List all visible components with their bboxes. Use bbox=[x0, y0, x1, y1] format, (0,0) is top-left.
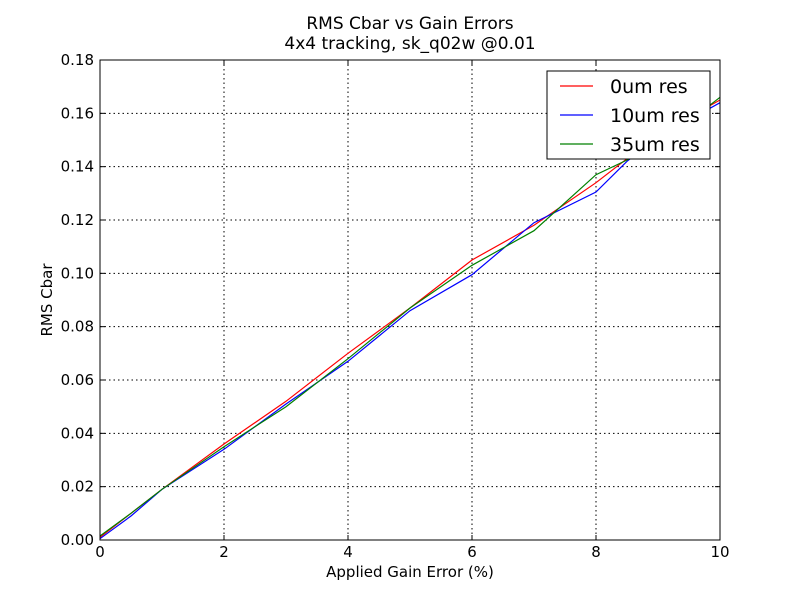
axis-ticks bbox=[99, 59, 721, 541]
y-tick-label: 0.16 bbox=[61, 104, 94, 122]
plot-frame bbox=[99, 59, 721, 541]
x-axis-label: Applied Gain Error (%) bbox=[326, 563, 494, 581]
y-tick-label: 0.18 bbox=[61, 51, 94, 69]
series-line-35um-res bbox=[99, 96, 721, 537]
y-tick-label: 0.10 bbox=[61, 264, 94, 282]
legend: 0um res 10um res 35um res bbox=[546, 70, 711, 160]
y-tick-label: 0.12 bbox=[61, 211, 94, 229]
chart-title: RMS Cbar vs Gain Errors bbox=[306, 14, 513, 34]
legend-label-10um-res: 10um res bbox=[610, 105, 700, 127]
y-tick-labels: 0.00 0.02 0.04 0.06 0.08 0.10 0.12 0.14 0.16 0.18 bbox=[61, 51, 94, 549]
x-tick-labels: 0 2 4 6 8 10 bbox=[95, 543, 729, 561]
gridlines bbox=[100, 60, 720, 540]
x-tick-label: 2 bbox=[219, 543, 229, 561]
legend-label-35um-res: 35um res bbox=[610, 134, 700, 156]
y-tick-label: 0.14 bbox=[61, 158, 94, 176]
x-tick-label: 6 bbox=[467, 543, 477, 561]
x-tick-label: 4 bbox=[343, 543, 353, 561]
y-axis-label: RMS Cbar bbox=[38, 263, 56, 337]
y-tick-label: 0.02 bbox=[61, 478, 94, 496]
x-tick-label: 8 bbox=[591, 543, 601, 561]
y-tick-label: 0.00 bbox=[61, 531, 94, 549]
x-tick-label: 0 bbox=[95, 543, 105, 561]
y-tick-label: 0.08 bbox=[61, 318, 94, 336]
chart-subtitle: 4x4 tracking, sk_q02w @0.01 bbox=[284, 34, 535, 54]
y-tick-label: 0.04 bbox=[61, 424, 94, 442]
y-tick-label: 0.06 bbox=[61, 371, 94, 389]
x-tick-label: 10 bbox=[710, 543, 729, 561]
legend-label-0um-res: 0um res bbox=[610, 76, 688, 98]
series-lines bbox=[99, 96, 721, 540]
